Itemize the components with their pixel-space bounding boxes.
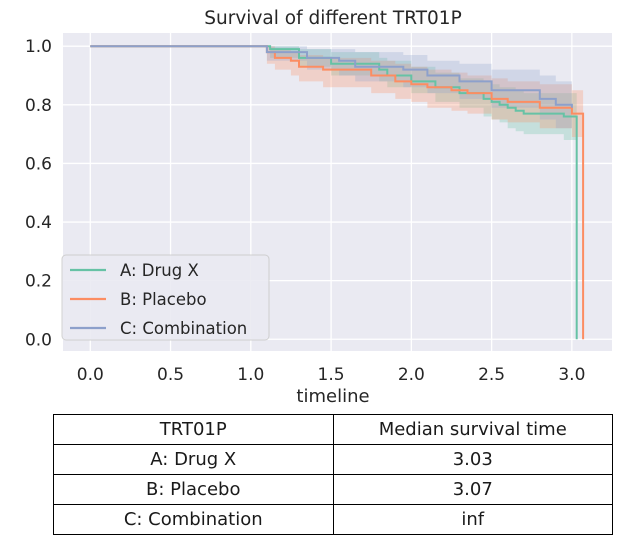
y-tick-label: 0.0 [25,330,52,350]
x-tick-label: 2.5 [478,365,505,385]
y-tick-label: 0.2 [25,272,52,292]
table-cell: TRT01P [53,414,334,445]
table-cell: 3.03 [332,444,613,475]
median-survival-table: TRT01P Median survival time A: Drug X 3.03 B… [53,414,613,535]
survival-line-3 [90,45,573,108]
table-cell: Median survival time [332,414,613,445]
x-tick-label: 0.5 [157,365,184,385]
x-axis-label: timeline [296,386,369,405]
x-tick-label: 3.0 [558,365,585,385]
table-cell: 3.07 [332,474,613,505]
legend: A: Drug X B: Placebo C: Combination [61,254,270,341]
survival-line-2 [90,45,585,340]
table-cell: inf [332,504,613,535]
x-tick-label: 0.0 [77,365,104,385]
table-cell: A: Drug X [53,444,334,475]
x-tick-label: 1.0 [237,365,264,385]
legend-box [61,254,270,341]
legend-label: A: Drug X [120,261,199,280]
y-tick-label: 0.8 [25,96,52,116]
confidence-band-3 [90,46,572,132]
chart-title: Survival of different TRT01P [204,8,461,29]
y-tick-label: 0.6 [25,154,52,174]
survival-chart: 0.0 0.5 1.0 1.5 2.0 2.5 3.0 0.0 0.2 0.4 0.6 0.8 1.0… [25,8,612,405]
y-tick-label: 1.0 [25,37,52,57]
table-row: B: Placebo 3.07 [53,474,613,505]
legend-label: B: Placebo [120,290,207,309]
table-cell: C: Combination [53,504,334,535]
legend-label: C: Combination [120,319,247,338]
table-header-row: TRT01P Median survival time [53,414,613,445]
confidence-band-1 [90,46,577,146]
y-tick-label: 0.4 [25,213,52,233]
x-tick-label: 1.5 [318,365,345,385]
table-cell: B: Placebo [53,474,334,505]
y-tick-labels: 0.0 0.2 0.4 0.6 0.8 1.0 [25,37,52,350]
table-row: A: Drug X 3.03 [53,444,613,475]
survival-line-1 [90,45,578,340]
x-tick-label: 2.0 [398,365,425,385]
table-row: C: Combination inf [53,504,613,535]
x-tick-labels: 0.0 0.5 1.0 1.5 2.0 2.5 3.0 [77,365,586,385]
series-lines [90,45,585,340]
